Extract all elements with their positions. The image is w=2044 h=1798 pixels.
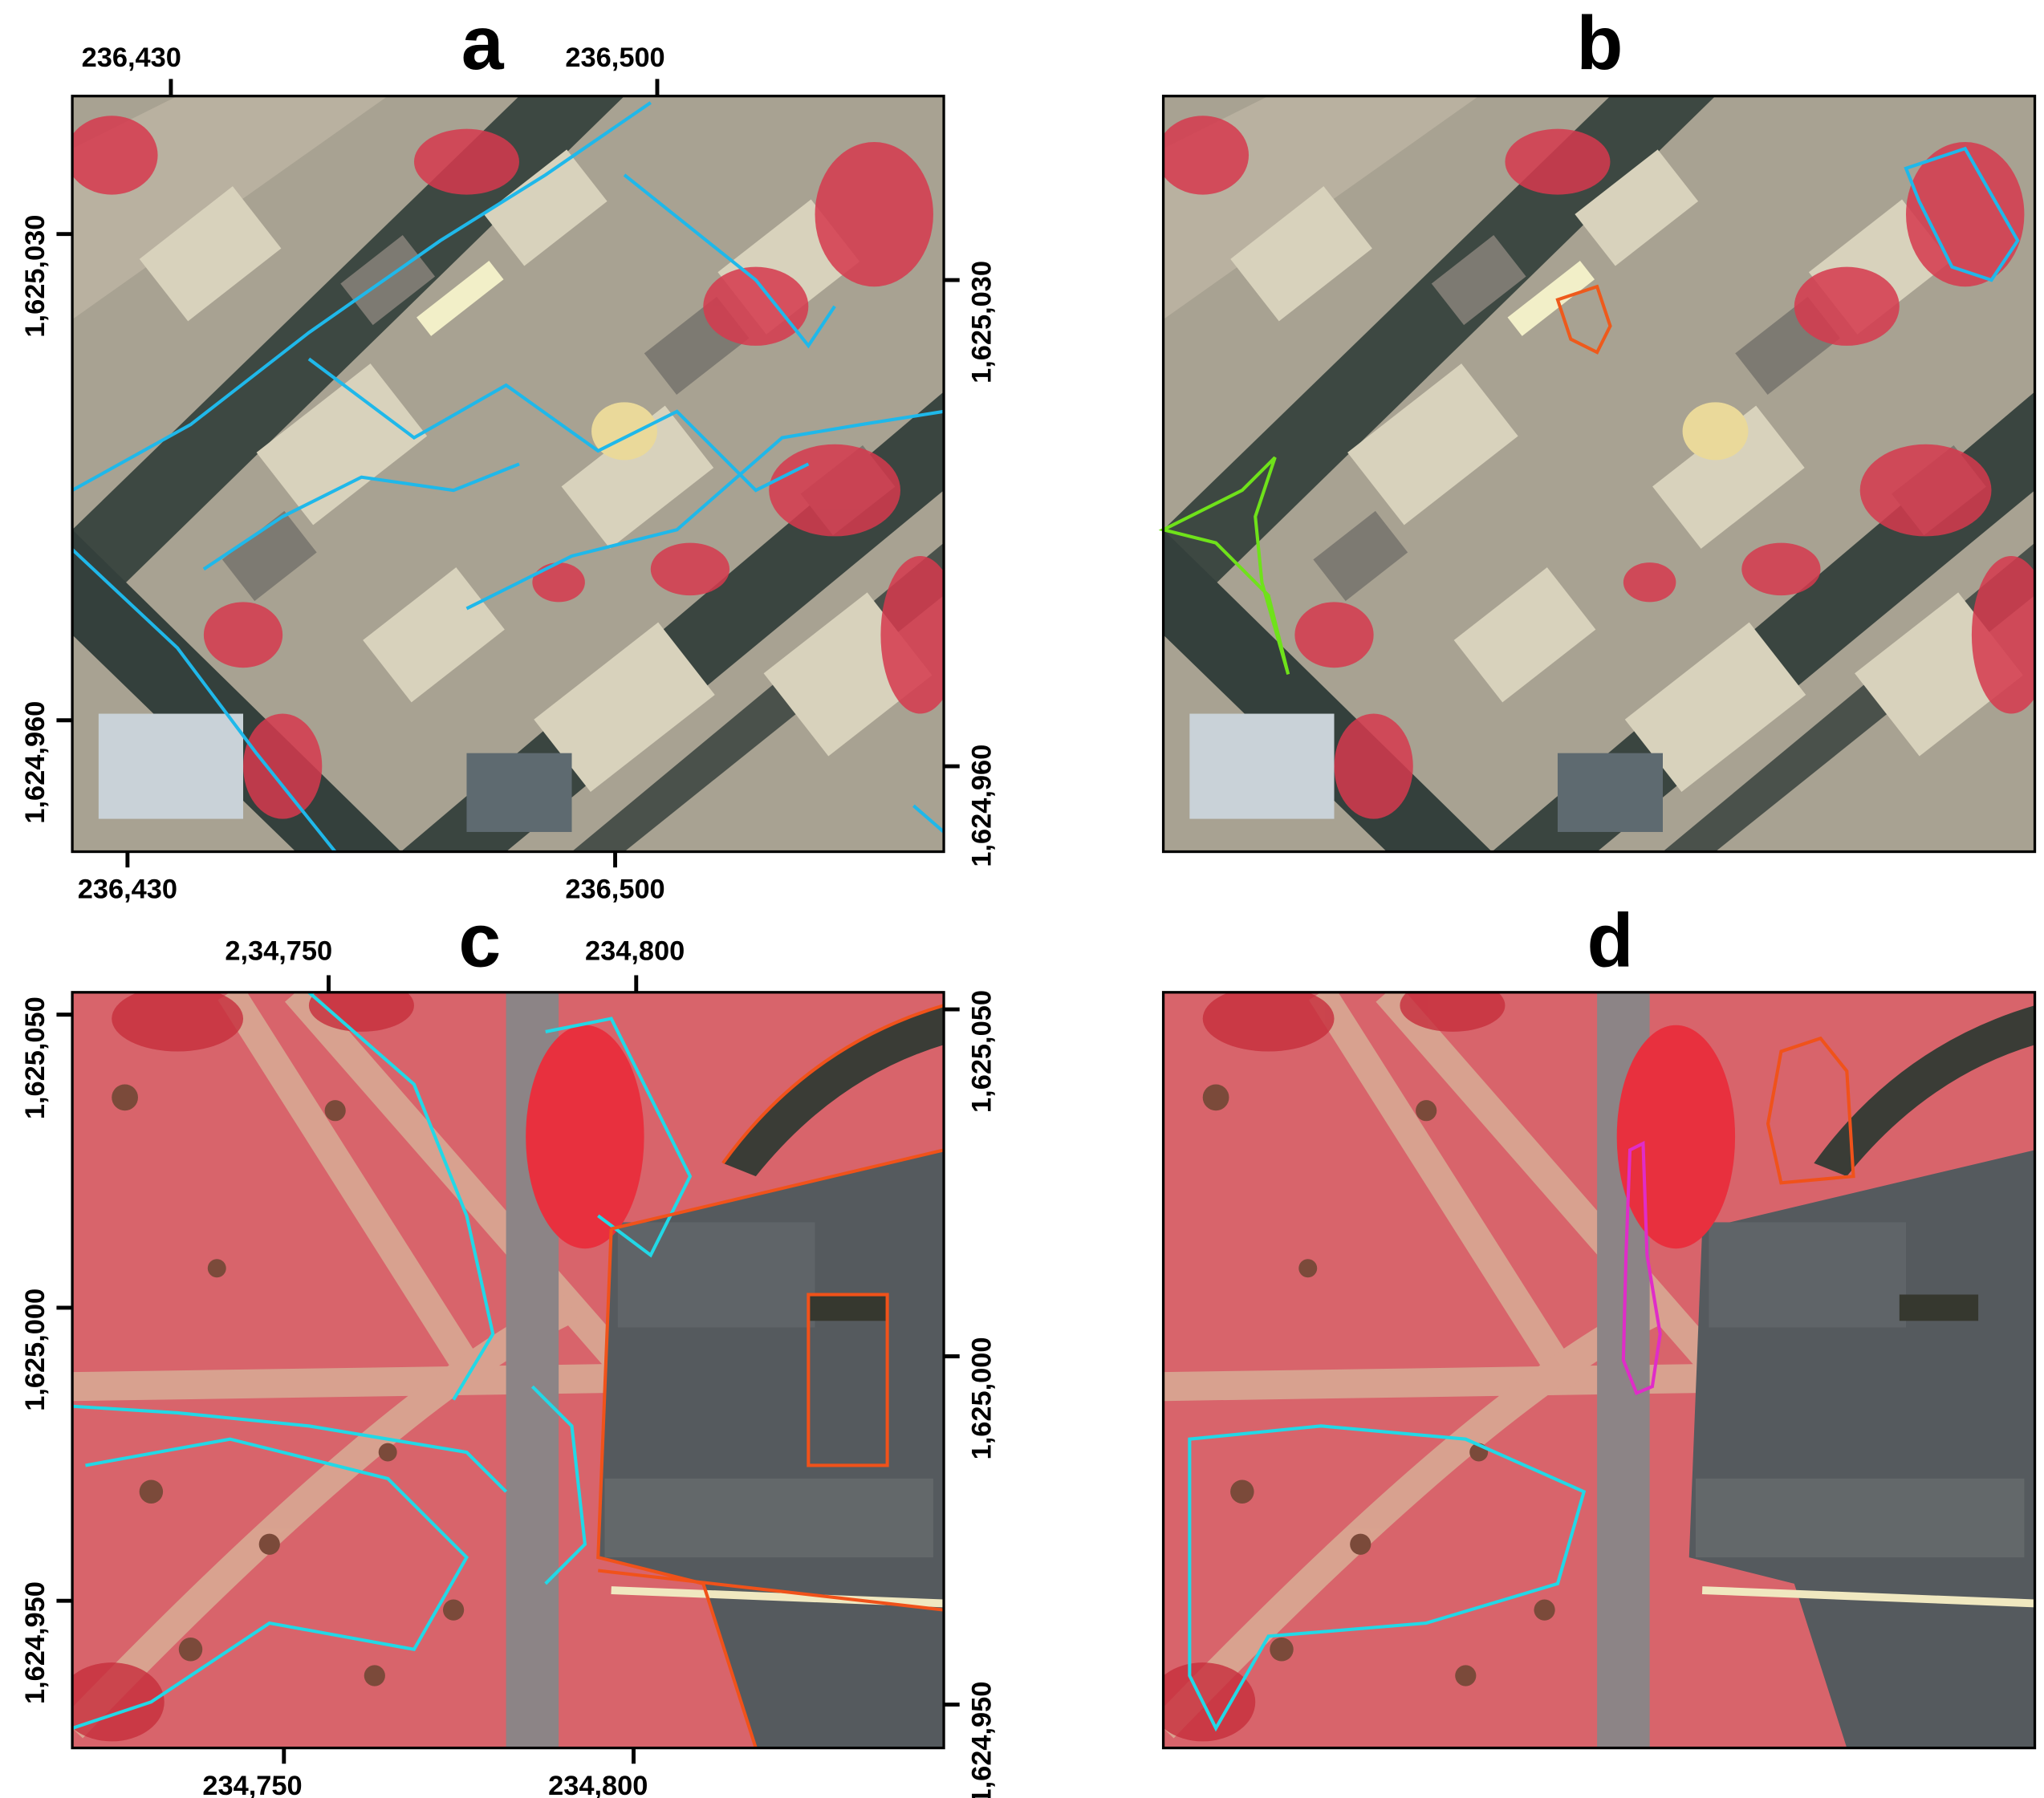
tick-label: 236,500 bbox=[565, 43, 664, 73]
panel-a-ticks: 236,430 236,500 236,430 236,500 1,625,03… bbox=[20, 43, 997, 905]
tick-label: 1,624,960 bbox=[20, 701, 51, 824]
tick-label: 2,34,750 bbox=[225, 936, 332, 967]
panel-b-frame bbox=[1161, 95, 2037, 854]
tick-label: 234,800 bbox=[585, 936, 685, 967]
tick-label: 236,430 bbox=[78, 875, 177, 905]
tick-label: 1,625,030 bbox=[966, 261, 997, 384]
panel-c-frame bbox=[71, 991, 945, 1750]
tick-label: 1,625,000 bbox=[20, 1289, 51, 1411]
panel-c-ticks: 2,34,750 234,800 234,750 234,800 1,625,0… bbox=[20, 936, 997, 1798]
tick-label: 234,800 bbox=[548, 1771, 648, 1798]
tick-label: 1,625,000 bbox=[966, 1337, 997, 1459]
panel-a-frame bbox=[71, 95, 945, 854]
tick-label: 1,624,950 bbox=[966, 1682, 997, 1798]
tick-label: 1,625,030 bbox=[20, 215, 51, 338]
tick-label: 1,624,960 bbox=[966, 745, 997, 867]
panel-d-image bbox=[1150, 979, 2034, 1747]
panel-c-image bbox=[59, 979, 944, 1747]
tick-label: 1,625,050 bbox=[966, 990, 997, 1113]
panel-b-image bbox=[1156, 96, 2044, 852]
panel-label: b bbox=[1576, 1, 1623, 86]
panel-label: c bbox=[458, 899, 501, 984]
panel-label: d bbox=[1587, 899, 1633, 984]
tick-label: 1,625,050 bbox=[20, 996, 51, 1119]
tick-label: 234,750 bbox=[202, 1771, 302, 1798]
panel-d-frame bbox=[1161, 991, 2037, 1750]
tick-label: 1,624,950 bbox=[20, 1581, 51, 1704]
tick-label: 236,430 bbox=[82, 43, 181, 73]
tick-label: 236,500 bbox=[565, 875, 664, 905]
panel-label: a bbox=[461, 1, 505, 86]
panel-a-image bbox=[66, 96, 960, 852]
